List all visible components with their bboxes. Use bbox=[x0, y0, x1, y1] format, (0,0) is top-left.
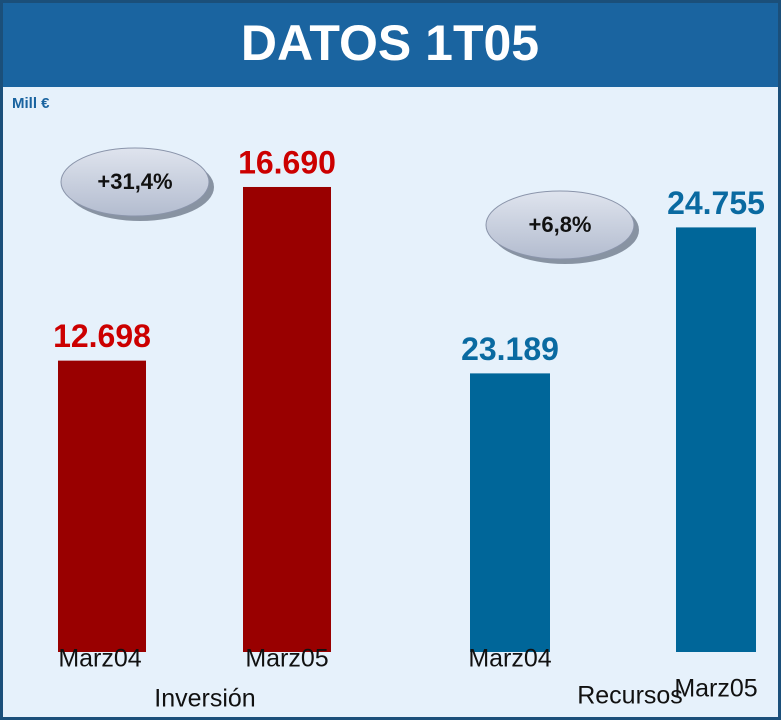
growth-annotation: +31,4% bbox=[97, 169, 172, 194]
value-label: 23.189 bbox=[461, 331, 559, 367]
bar bbox=[58, 360, 146, 652]
unit: Mill € bbox=[12, 95, 50, 112]
group-label: Inversión bbox=[154, 685, 255, 713]
bar bbox=[676, 227, 756, 652]
bar bbox=[470, 373, 550, 652]
bar bbox=[243, 186, 331, 653]
badge bbox=[485, 190, 635, 260]
title: DATOS 1T05 bbox=[241, 15, 539, 71]
growth-annotation: +6,8% bbox=[529, 212, 592, 237]
category-label: Marz04 bbox=[58, 645, 141, 673]
value-label: 12.698 bbox=[53, 318, 151, 354]
group-label: Recursos bbox=[577, 682, 683, 710]
title-bar bbox=[3, 3, 778, 87]
category-label: Marz04 bbox=[468, 645, 551, 673]
category-label: Marz05 bbox=[674, 675, 757, 703]
value-label: 16.690 bbox=[238, 144, 336, 180]
category-label: Marz05 bbox=[245, 645, 328, 673]
badge bbox=[60, 147, 210, 217]
value-label: 24.755 bbox=[667, 185, 765, 221]
